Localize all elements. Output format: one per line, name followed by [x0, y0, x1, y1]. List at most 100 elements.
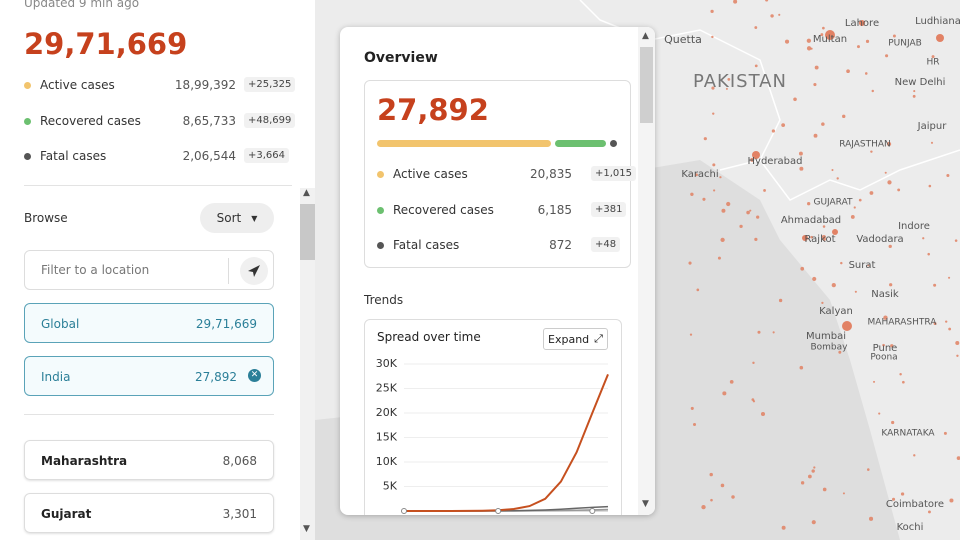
chart-title: Spread over time	[377, 330, 481, 344]
map-dot	[836, 177, 839, 180]
map-dot	[927, 510, 931, 514]
scrollbar[interactable]: ▲ ▼	[300, 188, 315, 540]
map-dot	[871, 89, 875, 93]
map-dot	[719, 176, 722, 179]
trend-chart: 5K 10K 15K 20K 25K 30K	[376, 357, 609, 514]
map-dot	[943, 431, 947, 435]
map-dot	[856, 45, 860, 49]
map-dot	[813, 133, 818, 138]
map-dot	[806, 38, 812, 43]
stat-value: 872	[549, 238, 572, 252]
map-dot	[922, 237, 925, 240]
stat-delta: +48,699	[244, 112, 296, 128]
region-item[interactable]: Maharashtra 8,068	[24, 440, 274, 480]
panel-scroll-down[interactable]: ▼	[642, 499, 649, 509]
map-dot	[713, 189, 716, 192]
map-dot	[771, 129, 776, 133]
map-dot	[814, 65, 819, 70]
map-dot	[846, 69, 850, 74]
map-dots	[688, 0, 960, 530]
region-name: Gujarat	[41, 507, 92, 521]
map-dot	[752, 361, 755, 365]
stat-label: Fatal cases	[393, 238, 460, 252]
expand-label: Expand	[548, 332, 590, 346]
y-tick-label: 10K	[376, 455, 398, 468]
x-marker	[589, 508, 596, 514]
map-hotspot	[936, 34, 944, 42]
map-dot	[690, 406, 694, 410]
scroll-down[interactable]: ▼	[303, 524, 310, 534]
stat-dot	[377, 242, 384, 249]
stat-label: Active cases	[393, 167, 468, 181]
overview-card: 27,892 Active cases 20,835 +1,015 Recovered…	[364, 80, 637, 268]
map-label: New Delhi	[895, 77, 946, 88]
map-dot	[888, 244, 892, 249]
map-dot	[930, 141, 934, 144]
map-dot	[750, 157, 755, 162]
map-dot	[889, 283, 893, 287]
expand-icon: ⤢	[594, 332, 603, 345]
expand-button[interactable]: Expand ⤢	[543, 328, 608, 350]
map-dot	[864, 72, 868, 75]
map-dot	[731, 495, 735, 499]
map-hotspot	[802, 235, 808, 241]
location-name: India	[41, 370, 71, 384]
map-dot	[945, 320, 948, 323]
map-dot	[760, 411, 766, 417]
map-dot	[712, 112, 715, 115]
map-label: PUNJAB	[888, 39, 922, 49]
location-item[interactable]: India 27,892 ✕	[24, 356, 274, 396]
map-label: Kalyan	[819, 306, 853, 317]
scroll-thumb[interactable]	[300, 204, 315, 260]
map-dot	[821, 301, 824, 304]
map-dot	[900, 492, 905, 496]
panel-scrollbar[interactable]: ▲ ▼	[638, 27, 655, 515]
map-dot	[891, 420, 895, 425]
map-labels: Quetta Lahore Multan PAKISTAN Ludhiana PUNJAB…	[664, 16, 960, 533]
map-dot	[831, 169, 834, 172]
recovered-bar	[555, 140, 606, 147]
stat-value: 6,185	[537, 202, 572, 217]
map-dot	[800, 481, 805, 485]
panel-scroll-up[interactable]: ▲	[642, 31, 649, 41]
locate-button[interactable]	[240, 257, 268, 285]
map-dot	[890, 344, 894, 348]
overview-title: Overview	[364, 50, 438, 66]
map-dot	[781, 123, 786, 128]
map-dot	[927, 252, 930, 256]
map-dot	[867, 468, 870, 471]
map-label: Bombay	[810, 343, 848, 353]
sort-button[interactable]: Sort ▼	[200, 203, 274, 233]
map-dot	[810, 235, 814, 239]
scroll-up[interactable]: ▲	[303, 188, 310, 198]
map-label: Multan	[813, 34, 847, 45]
region-value: 8,068	[222, 454, 257, 468]
map-label: Surat	[849, 260, 876, 271]
map-label: KARNATAKA	[881, 429, 935, 439]
filter-input[interactable]: Filter to a location	[24, 250, 274, 290]
separator	[228, 258, 229, 284]
locate-icon	[248, 265, 260, 277]
sort-label: Sort	[216, 211, 242, 225]
map-dot	[729, 379, 734, 384]
map-dot	[885, 54, 889, 58]
map-dot	[757, 330, 761, 334]
map-dot	[892, 34, 896, 38]
location-item[interactable]: Global 29,71,669	[24, 303, 274, 343]
map-dot	[754, 237, 758, 241]
map-hotspot	[859, 20, 865, 26]
panel-scroll-thumb[interactable]	[640, 47, 653, 123]
map-dot	[882, 343, 885, 347]
map-dot	[946, 173, 950, 177]
divider	[24, 185, 292, 186]
map-label: Poona	[870, 353, 897, 363]
map-label: Vadodara	[856, 234, 903, 245]
map-dot	[799, 365, 804, 370]
map-dot	[933, 322, 937, 326]
series-line	[404, 373, 609, 512]
stat-dot	[24, 153, 31, 160]
map-dot	[897, 188, 901, 192]
map-dot	[912, 94, 916, 98]
region-item[interactable]: Gujarat 3,301	[24, 493, 274, 533]
map-label: Ahmadabad	[781, 215, 841, 226]
